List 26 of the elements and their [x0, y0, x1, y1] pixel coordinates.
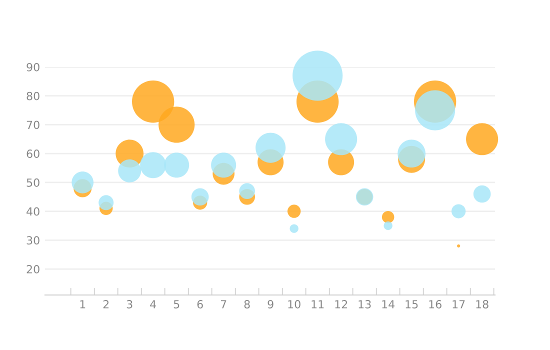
x-tick-label: 7: [220, 300, 226, 308]
y-tick-label: 90: [26, 62, 40, 72]
x-tick-label: 12: [335, 300, 348, 308]
x-tick-label: 6: [197, 300, 203, 308]
y-tick-label: 80: [26, 92, 40, 100]
x-tick-label: 11: [312, 300, 324, 308]
x-tick-label: 2: [103, 300, 109, 308]
x-tick-label: 18: [476, 300, 488, 308]
y-tick-label: 30: [26, 236, 40, 245]
x-tick-label: 1: [80, 300, 86, 308]
x-tick-label: 13: [358, 300, 371, 308]
y-tick-label: 60: [26, 150, 40, 158]
y-tick-label: 40: [26, 207, 40, 216]
x-tick-label: 4: [150, 300, 156, 308]
x-tick-label: 9: [268, 300, 274, 308]
x-tick-label: 8: [244, 300, 250, 308]
y-tick-label: 50: [26, 178, 40, 187]
y-tick-label: 70: [26, 120, 40, 130]
x-tick-label: 14: [382, 300, 395, 308]
x-tick-label: 3: [126, 300, 132, 308]
x-tick-label: 10: [288, 300, 300, 308]
x-tick-label: 15: [406, 300, 418, 308]
x-tick-label: 5: [174, 300, 180, 308]
x-tick-label: 16: [429, 300, 442, 308]
x-tick-label: 17: [452, 300, 465, 308]
y-tick-label: 20: [26, 265, 40, 274]
